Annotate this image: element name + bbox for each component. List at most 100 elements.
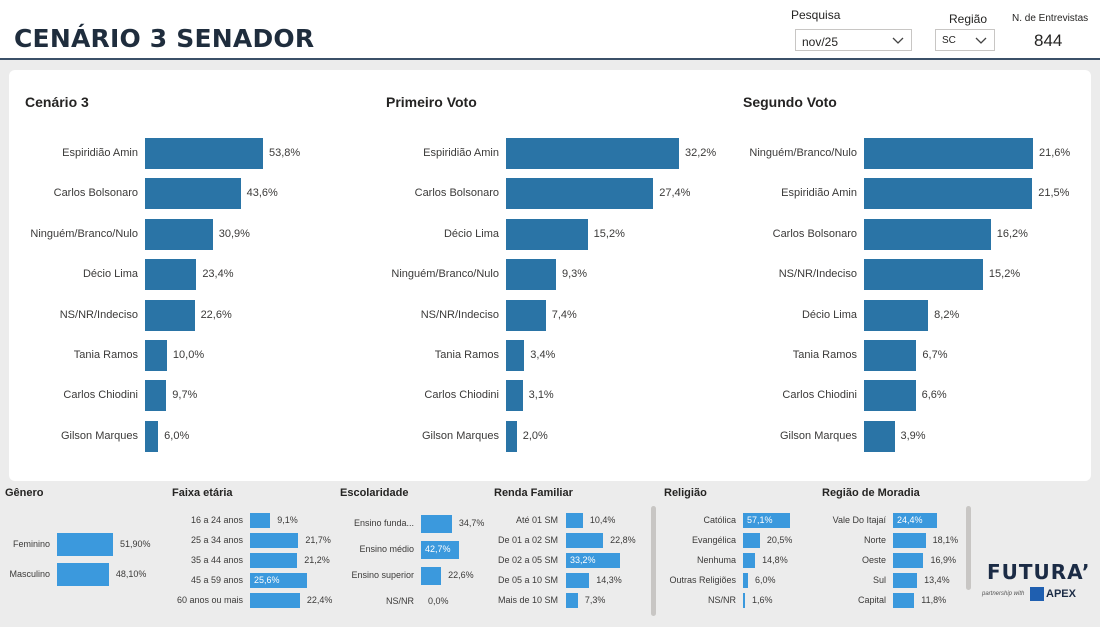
cenario-3-category-label: Espiridião Amin: [62, 147, 138, 159]
escolaridade-bar[interactable]: [421, 515, 452, 533]
renda-familiar-bar[interactable]: [566, 513, 583, 528]
faixa-etaria-value-label: 25,6%: [254, 574, 280, 585]
cenario-3-category-label: Décio Lima: [82, 268, 138, 281]
cenario-3-bar[interactable]: [145, 259, 197, 291]
segundo-voto-value-label: 16,2%: [996, 227, 1028, 240]
faixa-etaria-bar[interactable]: [250, 553, 298, 568]
genero-bar[interactable]: [57, 563, 109, 586]
primeiro-voto-bar[interactable]: [506, 299, 546, 331]
faixa-etaria-bar[interactable]: [250, 513, 271, 528]
segundo-voto-title: Segundo Voto: [743, 94, 837, 110]
cenario-3-bar[interactable]: [145, 138, 263, 169]
segundo-voto-bar[interactable]: [864, 340, 917, 371]
religiao-bar[interactable]: [743, 533, 760, 548]
cenario-3-value-label: 9,7%: [172, 389, 198, 402]
renda-familiar-bar[interactable]: [566, 533, 604, 548]
primeiro-voto-bar[interactable]: [506, 259, 556, 291]
genero-bar[interactable]: [57, 533, 113, 556]
regiao-de-moradia-bar[interactable]: [893, 553, 924, 568]
religiao-category-label: Nenhuma: [696, 554, 736, 565]
regiao-de-moradia-value-label: 16,9%: [930, 554, 956, 565]
faixa-etaria-value-label: 21,7%: [305, 534, 331, 545]
futura-logo: FUTURA’: [987, 560, 1091, 584]
religiao-bar[interactable]: [743, 513, 790, 528]
regiao-de-moradia-bar[interactable]: [893, 533, 926, 548]
renda-familiar-value-label: 22,8%: [610, 534, 636, 545]
primeiro-voto-value-label: 7,4%: [551, 308, 577, 321]
faixa-etaria-category-label: 60 anos ou mais: [176, 594, 243, 605]
faixa-etaria-category-label: 35 a 44 anos: [190, 554, 243, 565]
renda-scrollbar[interactable]: [651, 506, 656, 616]
regiao-moradia-scrollbar[interactable]: [966, 506, 971, 590]
regiao-de-moradia-value-label: 24,4%: [897, 514, 923, 525]
renda-familiar-category-label: Mais de 10 SM: [497, 594, 558, 605]
religiao-category-label: NS/NR: [707, 594, 736, 605]
escolaridade-value-label: 0,0%: [428, 596, 449, 606]
faixa-etaria-category-label: 25 a 34 anos: [190, 534, 243, 545]
segundo-voto-category-label: Tania Ramos: [792, 349, 857, 361]
segundo-voto-bar[interactable]: [864, 178, 1033, 210]
cenario-3-category-label: Gilson Marques: [60, 429, 138, 442]
segundo-voto-category-label: Espiridião Amin: [781, 187, 857, 200]
cenario-3-bar[interactable]: [145, 178, 241, 210]
apex-text: APEX: [1046, 588, 1076, 600]
pesquisa-dropdown[interactable]: nov/25: [795, 29, 912, 51]
primeiro-voto-bar[interactable]: [506, 138, 679, 169]
primeiro-voto-category-label: Carlos Chiodini: [424, 389, 499, 402]
escolaridade-title: Escolaridade: [340, 487, 409, 499]
faixa-etaria-bar[interactable]: [250, 533, 299, 548]
genero-value-label: 51,90%: [120, 538, 151, 549]
cenario-3-bar[interactable]: [145, 299, 195, 331]
cenario-3-bar[interactable]: [145, 340, 167, 371]
primeiro-voto-bar[interactable]: [506, 178, 654, 210]
apex-logo-icon: [1030, 587, 1044, 601]
regiao-de-moradia-bar[interactable]: [893, 513, 937, 528]
segundo-voto-category-label: Gilson Marques: [779, 429, 857, 442]
primeiro-voto-bar[interactable]: [506, 380, 523, 412]
regiao-de-moradia-bar[interactable]: [893, 573, 918, 588]
religiao-value-label: 57,1%: [747, 514, 773, 525]
renda-familiar-category-label: Até 01 SM: [515, 514, 558, 525]
renda-familiar-title: Renda Familiar: [494, 487, 573, 499]
segundo-voto-bar[interactable]: [864, 299, 929, 331]
regiao-de-moradia-bar[interactable]: [893, 593, 915, 608]
top-bar: CENÁRIO 3 SENADOR Pesquisa nov/25 Região…: [0, 0, 1100, 60]
faixa-etaria-value-label: 9,1%: [277, 514, 298, 525]
segundo-voto-bar[interactable]: [864, 218, 991, 250]
religiao-bar[interactable]: [743, 573, 748, 588]
religiao-value-label: 6,0%: [754, 574, 776, 585]
primeiro-voto-category-label: Ninguém/Branco/Nulo: [391, 268, 499, 281]
segundo-voto-bar[interactable]: [864, 380, 916, 412]
partnership-text: partnership with: [982, 591, 1025, 597]
cenario-3-bar[interactable]: [145, 380, 167, 412]
primeiro-voto-category-label: Espiridião Amin: [423, 147, 499, 159]
religiao-bar[interactable]: [743, 553, 756, 568]
pesquisa-value: nov/25: [802, 35, 839, 49]
renda-familiar-bar[interactable]: [566, 593, 578, 608]
primeiro-voto-category-label: Carlos Bolsonaro: [414, 187, 499, 200]
segundo-voto-bar[interactable]: [864, 138, 1033, 169]
religiao-value-label: 14,8%: [762, 554, 788, 565]
primeiro-voto-value-label: 2,0%: [522, 429, 548, 442]
religiao-bar[interactable]: [743, 593, 745, 608]
segundo-voto-bar[interactable]: [864, 420, 895, 452]
cenario-3-bar[interactable]: [145, 420, 159, 452]
primeiro-voto-bar[interactable]: [506, 218, 588, 250]
faixa-etaria-bar[interactable]: [250, 573, 307, 588]
renda-familiar-bar[interactable]: [566, 573, 590, 588]
escolaridade-bar[interactable]: [421, 541, 459, 559]
cenario-3-bar[interactable]: [145, 218, 213, 250]
escolaridade-category-label: Ensino funda...: [353, 518, 414, 528]
renda-familiar-bar[interactable]: [566, 553, 620, 568]
faixa-etaria-bar[interactable]: [250, 593, 300, 608]
segundo-voto-bar[interactable]: [864, 259, 983, 291]
escolaridade-bar[interactable]: [421, 567, 442, 585]
cenario-3-category-label: Tania Ramos: [73, 349, 138, 361]
cenario-3-value-label: 43,6%: [246, 187, 278, 200]
segundo-voto-category-label: Carlos Chiodini: [782, 389, 857, 402]
primeiro-voto-bar[interactable]: [506, 420, 517, 452]
religiao-category-label: Outras Religiões: [669, 574, 736, 585]
primeiro-voto-bar[interactable]: [506, 340, 525, 371]
escolaridade-category-label: Ensino médio: [359, 544, 414, 554]
regiao-dropdown[interactable]: SC: [935, 29, 995, 51]
